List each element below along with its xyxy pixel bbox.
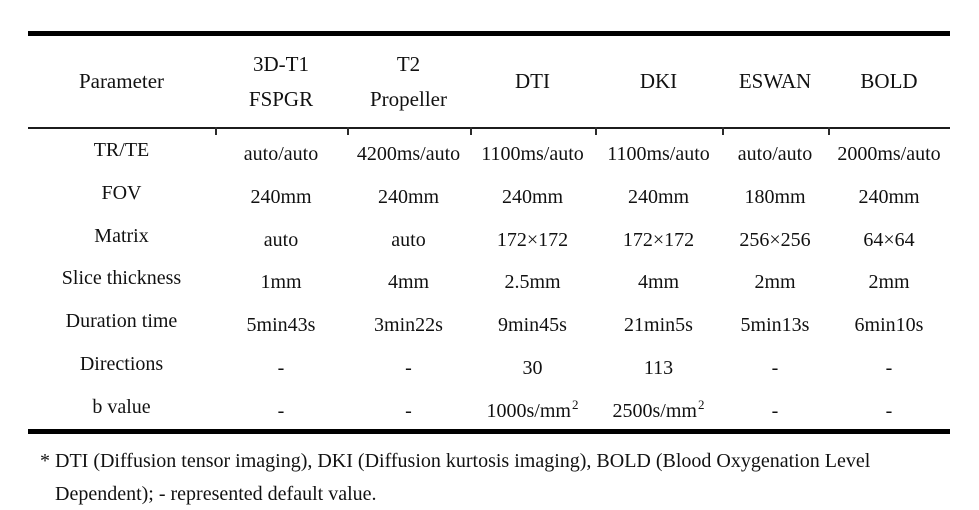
header-cell-bold: BOLD <box>828 36 950 127</box>
table-row: TR/TE auto/auto 4200ms/auto 1100ms/auto 1100… <box>28 129 950 172</box>
cell: auto/auto <box>737 142 813 165</box>
cell: 1100ms/auto <box>607 142 710 165</box>
cell: 240mm <box>858 185 920 208</box>
row-label: Directions <box>79 353 164 376</box>
table-body: TR/TE auto/auto 4200ms/auto 1100ms/auto 1100… <box>28 129 950 429</box>
header-cell-dti: DTI <box>470 36 595 127</box>
cell: 172×172 <box>622 228 695 251</box>
cell: 1000s/mm 2 <box>486 397 579 422</box>
table-row: b value - - 1000s/mm 2 2500s/mm 2 - - <box>28 386 950 429</box>
cell: - <box>277 357 285 380</box>
mri-parameters-table: Parameter 3D-T1 FSPGR T2 Propeller DTI DKI ESWA… <box>28 31 950 434</box>
cell: 30 <box>522 357 543 380</box>
header-label-line: T2 <box>396 51 421 76</box>
header-separator-rule <box>28 127 950 135</box>
row-label: Slice thickness <box>61 267 182 290</box>
cell: 180mm <box>744 185 806 208</box>
table-row: Duration time 5min43s 3min22s 9min45s 21min5… <box>28 300 950 343</box>
header-label-line: Parameter <box>78 69 165 93</box>
header-label-line: DTI <box>515 69 550 93</box>
column-divider-tick <box>722 127 724 135</box>
header-label-line: FSPGR <box>248 86 314 111</box>
table-header-row: Parameter 3D-T1 FSPGR T2 Propeller DTI DKI ESWA… <box>28 36 950 127</box>
table-row: Directions - - 30 113 - - <box>28 343 950 386</box>
table-footnote: * DTI (Diffusion tensor imaging), DKI (D… <box>40 445 950 510</box>
cell: 256×256 <box>739 228 811 251</box>
cell: - <box>405 399 412 422</box>
table-row: Slice thickness 1mm 4mm 2.5mm 4mm 2mm 2mm <box>28 258 950 301</box>
cell: - <box>405 357 412 380</box>
cell: 4mm <box>637 271 680 294</box>
cell: auto <box>391 228 426 251</box>
cell: 21min5s <box>624 314 693 337</box>
cell: - <box>885 399 893 422</box>
table-bottom-rule <box>28 429 950 434</box>
cell: 2000ms/auto <box>837 142 941 165</box>
header-cell-t2-propeller: T2 Propeller <box>347 36 470 127</box>
row-label: b value <box>92 395 151 418</box>
header-cell-parameter: Parameter <box>28 36 215 127</box>
table-top-rule <box>28 31 950 36</box>
row-label: FOV <box>101 181 142 204</box>
header-label-line: ESWAN <box>738 69 812 93</box>
header-cell-eswan: ESWAN <box>722 36 828 127</box>
cell: 240mm <box>627 185 690 208</box>
header-cell-dki: DKI <box>595 36 722 127</box>
cell: - <box>885 357 893 380</box>
cell: 3min22s <box>374 314 443 337</box>
header-label-line: Propeller <box>370 86 447 111</box>
cell: 1100ms/auto <box>481 142 584 165</box>
cell: 5min13s <box>740 314 810 337</box>
footnote-line-1: * DTI (Diffusion tensor imaging), DKI (D… <box>40 450 871 472</box>
cell: 113 <box>643 357 674 380</box>
footnote-line-2: Dependent); - represented default value. <box>55 483 377 505</box>
header-cell-3d-t1-fspgr: 3D-T1 FSPGR <box>215 36 347 127</box>
cell: 2mm <box>754 271 796 294</box>
header-label-line: BOLD <box>860 69 918 93</box>
cell: auto <box>263 228 299 251</box>
table-row: Matrix auto auto 172×172 172×172 256×256 64×64 <box>28 215 950 258</box>
cell: 4200ms/auto <box>356 142 461 165</box>
cell: auto/auto <box>243 142 319 165</box>
cell: 5min43s <box>246 314 316 337</box>
cell: 2mm <box>868 271 910 294</box>
column-divider-tick <box>470 127 472 135</box>
cell: 172×172 <box>496 228 569 251</box>
cell: 240mm <box>250 185 312 208</box>
row-label: Matrix <box>94 224 149 247</box>
cell: 240mm <box>377 185 440 208</box>
header-label-line: 3D-T1 <box>253 51 309 76</box>
header-label-line: DKI <box>639 69 678 93</box>
table-row: FOV 240mm 240mm 240mm 240mm 180mm 240mm <box>28 172 950 215</box>
column-divider-tick <box>595 127 597 135</box>
cell: 64×64 <box>863 228 915 251</box>
column-divider-tick <box>347 127 349 135</box>
cell: 4mm <box>387 271 430 294</box>
cell: - <box>277 399 285 422</box>
cell: - <box>771 399 779 422</box>
column-divider-tick <box>215 127 217 135</box>
row-label: Duration time <box>65 310 178 333</box>
column-divider-tick <box>828 127 830 135</box>
cell: 9min45s <box>498 314 567 337</box>
cell: 2.5mm <box>504 271 561 294</box>
cell: 240mm <box>501 185 564 208</box>
cell: 1mm <box>260 271 302 294</box>
cell: - <box>771 357 779 380</box>
cell: 2500s/mm 2 <box>612 397 705 422</box>
cell: 6min10s <box>854 314 924 337</box>
row-label: TR/TE <box>93 138 150 161</box>
